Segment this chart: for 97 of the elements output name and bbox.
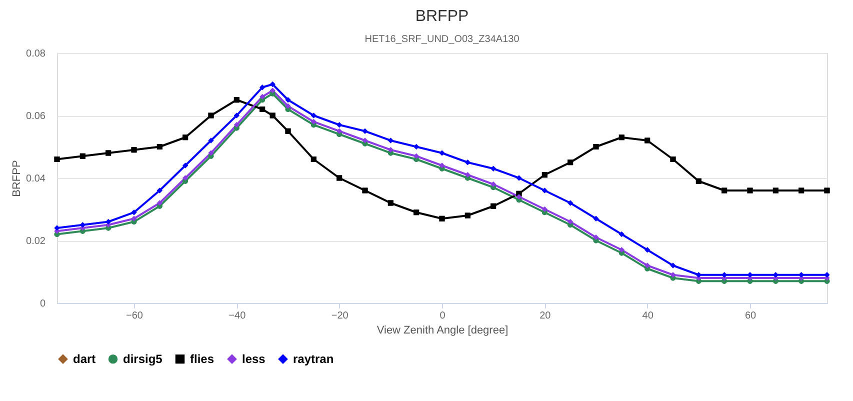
- point: [439, 162, 445, 168]
- point: [490, 182, 496, 187]
- point: [182, 175, 188, 181]
- x-tick-label: 60: [744, 310, 756, 322]
- point: [618, 134, 624, 140]
- point: [336, 128, 342, 134]
- point: [593, 216, 599, 222]
- point: [208, 150, 214, 156]
- point: [106, 219, 112, 224]
- point: [285, 103, 291, 109]
- point: [618, 247, 624, 253]
- point: [285, 97, 291, 103]
- point: [618, 232, 624, 237]
- point: [593, 144, 599, 150]
- point: [670, 156, 676, 162]
- point: [131, 210, 137, 216]
- point: [310, 112, 316, 118]
- point: [644, 138, 650, 144]
- point: [336, 175, 342, 181]
- point: [80, 222, 86, 228]
- point: [414, 210, 420, 216]
- point: [670, 262, 676, 268]
- point: [54, 225, 60, 231]
- x-tick-label: −20: [331, 310, 349, 322]
- point: [208, 138, 214, 144]
- point: [182, 162, 188, 168]
- chart-title: BRFPP: [415, 8, 469, 25]
- point: [722, 188, 728, 194]
- point: [414, 144, 420, 150]
- point: [464, 160, 470, 166]
- point: [696, 272, 702, 278]
- legend-label: raytran: [293, 352, 334, 366]
- y-tick-label: 0.08: [26, 48, 46, 60]
- point: [156, 200, 162, 206]
- point: [260, 84, 266, 90]
- point: [54, 156, 60, 162]
- point: [285, 128, 291, 134]
- point: [131, 216, 137, 222]
- point: [516, 175, 522, 181]
- y-tick-label: 0.02: [26, 236, 46, 247]
- point: [260, 106, 266, 112]
- point: [106, 150, 112, 156]
- point: [310, 119, 316, 124]
- point: [156, 188, 162, 194]
- point: [670, 272, 676, 278]
- point: [696, 178, 702, 184]
- point: [260, 94, 266, 100]
- point: [798, 188, 804, 194]
- point: [310, 156, 316, 162]
- point: [542, 172, 548, 178]
- legend-label: flies: [190, 352, 214, 366]
- point: [362, 128, 368, 134]
- point: [772, 188, 778, 194]
- legend-label: dart: [73, 352, 96, 366]
- point: [439, 216, 445, 222]
- y-axis-title: BRFPP: [11, 160, 24, 197]
- point: [131, 147, 137, 153]
- point: [234, 97, 240, 103]
- point: [270, 112, 276, 118]
- x-tick-label: −40: [228, 310, 246, 322]
- point: [270, 88, 276, 94]
- point: [464, 172, 470, 178]
- chart-subtitle: HET16_SRF_UND_O03_Z34A130: [364, 34, 520, 45]
- point: [388, 200, 394, 206]
- point: [414, 153, 420, 159]
- x-axis-title: View Zenith Angle [degree]: [376, 324, 508, 336]
- y-tick-label: 0.04: [26, 174, 46, 184]
- point: [80, 153, 86, 159]
- point: [464, 212, 470, 218]
- point: [593, 234, 599, 240]
- point: [568, 219, 574, 224]
- point: [234, 112, 240, 118]
- point: [336, 122, 342, 128]
- point: [270, 82, 276, 87]
- point: [568, 200, 574, 206]
- point: [234, 122, 240, 128]
- legend-label: less: [242, 352, 266, 366]
- point: [490, 203, 496, 209]
- point: [388, 138, 394, 144]
- point: [542, 188, 548, 194]
- point: [156, 144, 162, 150]
- point: [644, 247, 650, 253]
- x-tick-label: 40: [642, 310, 654, 322]
- y-tick-label: 0.06: [26, 111, 46, 122]
- x-tick-label: −60: [126, 310, 144, 322]
- legend-label: dirsig5: [123, 352, 163, 366]
- point: [439, 150, 445, 156]
- point: [568, 160, 574, 166]
- y-tick-label: 0: [40, 298, 46, 310]
- x-tick-label: 0: [440, 310, 446, 322]
- x-tick-label: 20: [540, 310, 552, 322]
- point: [182, 134, 188, 140]
- point: [490, 166, 496, 172]
- point: [362, 138, 368, 144]
- point: [542, 206, 548, 212]
- point: [644, 262, 650, 268]
- point: [388, 147, 394, 153]
